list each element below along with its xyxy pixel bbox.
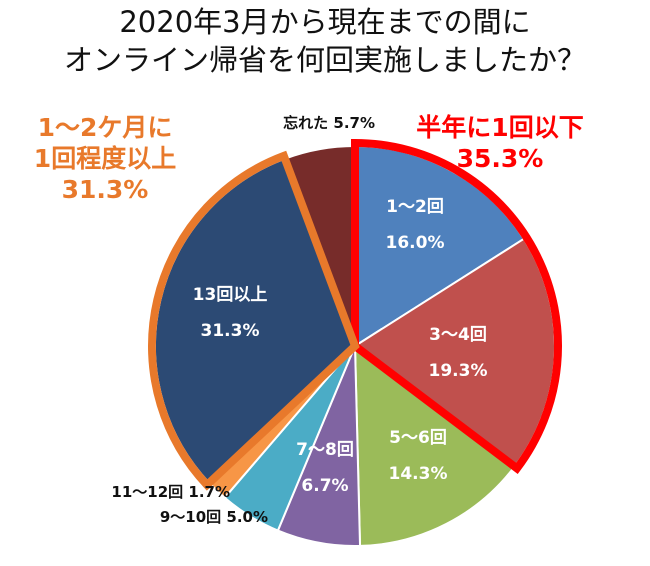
slice-value-label: 16.0% — [386, 233, 445, 253]
slice-label: 11～12回 1.7% — [111, 483, 230, 501]
slice-label: 1～2回 — [386, 197, 444, 217]
chart-title-line-2: オンライン帰省を何回実施しましたか？ — [63, 43, 586, 77]
group-callout-half-year: 半年に1回以下 35.3% — [400, 112, 600, 174]
slice-label: 13回以上 — [193, 285, 268, 305]
group-label: 1～2ケ月に — [37, 113, 173, 142]
group-value: 35.3% — [456, 144, 544, 173]
slice-label: 忘れた 5.7% — [283, 114, 375, 132]
group-label: 1回程度以上 — [33, 144, 177, 173]
pie-slice — [353, 343, 516, 547]
chart-title-line-1: 2020年3月から現在までの間に — [119, 5, 531, 39]
slice-value-label: 31.3% — [201, 321, 260, 341]
slice-label: 9～10回 5.0% — [160, 508, 268, 526]
group-label: 半年に1回以下 — [416, 113, 584, 142]
group-callout-monthly: 1～2ケ月に 1回程度以上 31.3% — [20, 112, 190, 205]
group-outline — [148, 150, 360, 491]
slice-label: 3～4回 — [429, 325, 487, 345]
slice-label: 7～8回 — [296, 440, 354, 460]
slice-label: 5～6回 — [389, 428, 447, 448]
group-outline — [351, 138, 562, 475]
slice-value-label: 19.3% — [429, 361, 488, 381]
group-value: 31.3% — [61, 175, 149, 204]
slice-value-label: 6.7% — [301, 476, 348, 496]
slice-value-label: 14.3% — [389, 464, 448, 484]
